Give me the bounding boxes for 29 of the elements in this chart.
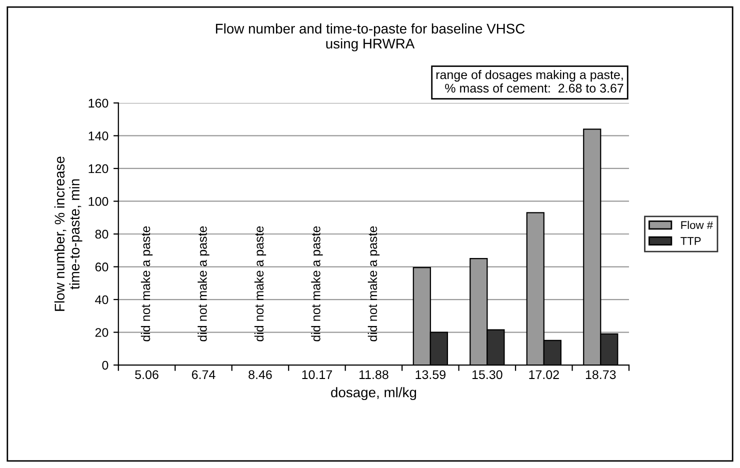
y-tick-label: 120: [88, 164, 108, 174]
y-tick-label: 60: [95, 262, 108, 272]
x-tick-label: 15.30: [472, 370, 502, 380]
annotation: did not make a paste: [254, 226, 266, 342]
legend-label: Flow #: [681, 220, 713, 230]
y-tick-label: 20: [95, 328, 108, 337]
y-tick-label: 160: [88, 98, 108, 108]
x-tick-label: 18.73: [586, 370, 616, 380]
y-tick-label: 80: [95, 230, 108, 239]
annotation: did not make a paste: [368, 226, 380, 342]
text: range of dosages making a paste, % mass of cement: 2.68 to 3.67: [436, 70, 624, 93]
x-tick-label: 17.02: [529, 370, 559, 380]
y-tick-label: 0: [102, 360, 108, 370]
chart-title: Flow number and time-to-paste for baseline VHSC using HRWRA: [216, 23, 525, 52]
annotation: did not make a paste: [198, 226, 210, 342]
y-tick-label: 140: [88, 132, 108, 140]
x-tick-label: 11.88: [359, 370, 388, 380]
x-tick-label: 13.59: [416, 370, 446, 380]
annotation: did not make a paste: [140, 226, 153, 342]
legend-label: TTP: [680, 237, 701, 245]
x-tick-label: 5.06: [135, 370, 158, 380]
y-axis-title: Flow number, % increase time-to-paste, min: [54, 156, 82, 311]
x-tick-label: 8.46: [248, 370, 272, 380]
x-tick-label: 10.17: [302, 370, 332, 380]
x-tick-label: 6.74: [192, 370, 216, 380]
annotation: did not make a paste: [311, 226, 323, 342]
x-axis-title: dosage, ml/kg: [331, 387, 416, 400]
y-tick-label: 100: [88, 197, 108, 206]
y-tick-label: 40: [95, 295, 108, 304]
